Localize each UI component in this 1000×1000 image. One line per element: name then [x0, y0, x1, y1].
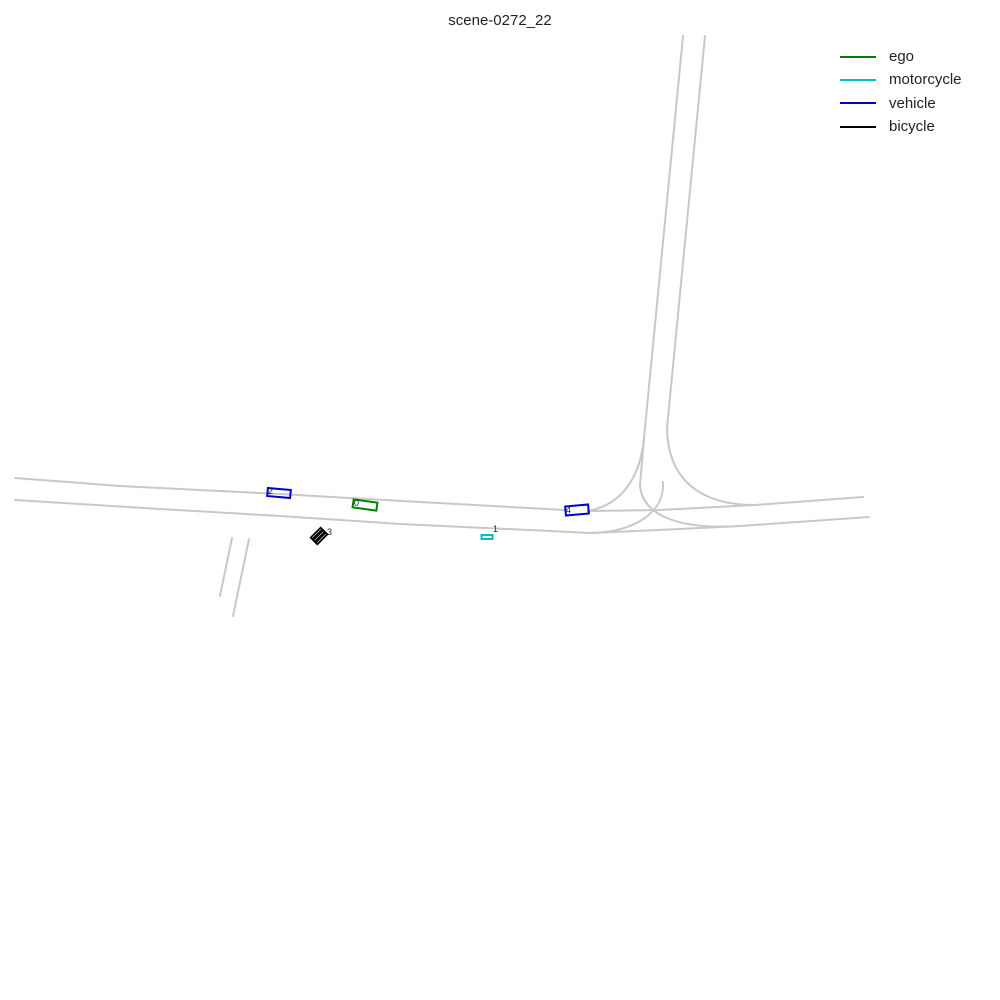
- lane-line: [666, 427, 756, 506]
- legend-swatch: [840, 55, 876, 58]
- lane-line: [589, 516, 870, 534]
- agent-box-motorcycle: [480, 534, 494, 540]
- agent-box-ego: [351, 498, 379, 512]
- agent-id-label: 2: [268, 486, 273, 496]
- legend-label: motorcycle: [889, 71, 962, 89]
- agent-box-vehicle: [564, 503, 590, 517]
- lane-line: [589, 496, 864, 512]
- lane-line: [666, 35, 706, 429]
- agent-id-label: 4: [566, 505, 571, 515]
- legend-label: vehicle: [889, 94, 936, 112]
- legend: ego motorcycle vehicle bicycle: [840, 45, 990, 138]
- agents-layer: 0 1 2 3 4: [266, 486, 590, 546]
- agent-id-label: 1: [493, 524, 498, 534]
- bicycle-box: [311, 528, 327, 544]
- lane-line: [232, 538, 250, 617]
- scene-title: scene-0272_22: [448, 12, 552, 29]
- lane-lines: [14, 35, 870, 617]
- lane-line: [639, 484, 741, 528]
- legend-item-motorcycle: motorcycle: [840, 68, 990, 91]
- lane-line: [219, 537, 233, 597]
- agent-id-label: 0: [354, 498, 359, 508]
- legend-label: ego: [889, 48, 915, 66]
- agent-box-vehicle: [266, 486, 292, 500]
- legend-item-bicycle: bicycle: [840, 115, 990, 138]
- legend-swatch: [840, 125, 876, 128]
- legend-item-vehicle: vehicle: [840, 92, 990, 115]
- legend-swatch: [840, 102, 876, 105]
- lane-line: [643, 35, 684, 439]
- bicycle-box: [314, 531, 329, 546]
- legend-label: bicycle: [889, 118, 935, 136]
- agent-box-bicycle: [309, 526, 329, 546]
- lane-line: [14, 477, 566, 511]
- agent-id-label: 3: [327, 527, 332, 537]
- legend-swatch: [840, 78, 876, 81]
- lane-line: [587, 437, 645, 512]
- bicycle-box: [309, 526, 324, 541]
- legend-item-ego: ego: [840, 45, 990, 68]
- lane-line: [587, 481, 665, 534]
- lane-line: [14, 499, 591, 534]
